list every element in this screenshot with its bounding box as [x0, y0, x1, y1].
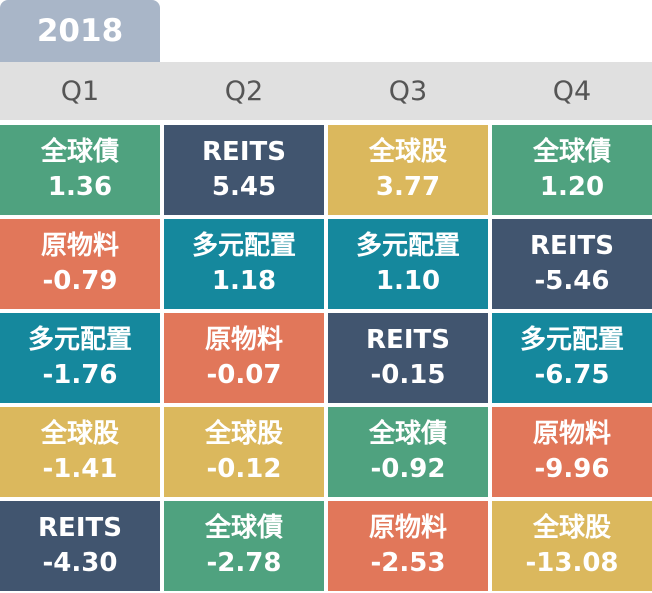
return-value: -0.07	[206, 360, 282, 390]
asset-label: REITS	[366, 325, 450, 355]
quarter-header-row: Q1 Q2 Q3 Q4	[0, 62, 652, 120]
cell-q3-r1: 全球股 3.77	[328, 125, 488, 215]
asset-label: 全球股	[40, 419, 119, 449]
return-value: -0.12	[206, 454, 282, 484]
asset-label: 多元配置	[27, 325, 132, 355]
quarter-header-q1: Q1	[60, 75, 100, 107]
asset-label: 全球股	[368, 137, 447, 167]
return-value: 1.10	[375, 266, 441, 296]
asset-label: 全球債	[532, 137, 611, 167]
asset-label: 原物料	[368, 513, 447, 543]
cell-q1-r3: 多元配置 -1.76	[0, 313, 160, 403]
asset-label: REITS	[202, 137, 286, 167]
cell-q4-r2: REITS -5.46	[492, 219, 652, 309]
return-value: -0.15	[370, 360, 446, 390]
asset-label: 多元配置	[355, 231, 460, 261]
cell-q3-r3: REITS -0.15	[328, 313, 488, 403]
asset-label: 多元配置	[519, 325, 624, 355]
cell-q4-r5: 全球股 -13.08	[492, 501, 652, 591]
cell-q2-r4: 全球股 -0.12	[164, 407, 324, 497]
return-value: -13.08	[525, 548, 619, 578]
cell-q3-r5: 原物料 -2.53	[328, 501, 488, 591]
quarter-header-q2: Q2	[224, 75, 264, 107]
return-value: -1.76	[42, 360, 118, 390]
return-value: -4.30	[42, 548, 118, 578]
cell-q1-r1: 全球債 1.36	[0, 125, 160, 215]
cell-q3-r4: 全球債 -0.92	[328, 407, 488, 497]
cell-q3-r2: 多元配置 1.10	[328, 219, 488, 309]
cell-q4-r3: 多元配置 -6.75	[492, 313, 652, 403]
cell-q2-r2: 多元配置 1.18	[164, 219, 324, 309]
year-tab: 2018	[0, 0, 160, 62]
return-value: 1.18	[211, 266, 277, 296]
return-value: -9.96	[534, 454, 610, 484]
cell-q2-r5: 全球債 -2.78	[164, 501, 324, 591]
asset-label: REITS	[530, 231, 614, 261]
return-value: 1.20	[539, 172, 605, 202]
cell-q1-r4: 全球股 -1.41	[0, 407, 160, 497]
cell-q4-r4: 原物料 -9.96	[492, 407, 652, 497]
return-value: -2.53	[370, 548, 446, 578]
return-value: 1.36	[47, 172, 113, 202]
asset-label: 多元配置	[191, 231, 296, 261]
quarter-header-q4: Q4	[552, 75, 592, 107]
cell-q1-r2: 原物料 -0.79	[0, 219, 160, 309]
return-value: -0.92	[370, 454, 446, 484]
year-label: 2018	[36, 13, 124, 49]
cell-q2-r1: REITS 5.45	[164, 125, 324, 215]
return-value: 3.77	[375, 172, 441, 202]
asset-label: 全球股	[204, 419, 283, 449]
return-value: 5.45	[211, 172, 277, 202]
asset-label: 全球債	[40, 137, 119, 167]
return-value: -0.79	[42, 266, 118, 296]
return-value: -2.78	[206, 548, 282, 578]
asset-label: 原物料	[532, 419, 611, 449]
quarter-header-q3: Q3	[388, 75, 428, 107]
cell-q2-r3: 原物料 -0.07	[164, 313, 324, 403]
cell-q4-r1: 全球債 1.20	[492, 125, 652, 215]
return-value: -5.46	[534, 266, 610, 296]
asset-label: 原物料	[204, 325, 283, 355]
asset-label: 全球股	[532, 513, 611, 543]
asset-label: 原物料	[40, 231, 119, 261]
return-value: -1.41	[42, 454, 118, 484]
asset-label: REITS	[38, 513, 122, 543]
cell-q1-r5: REITS -4.30	[0, 501, 160, 591]
return-value: -6.75	[534, 360, 610, 390]
asset-label: 全球債	[368, 419, 447, 449]
asset-label: 全球債	[204, 513, 283, 543]
